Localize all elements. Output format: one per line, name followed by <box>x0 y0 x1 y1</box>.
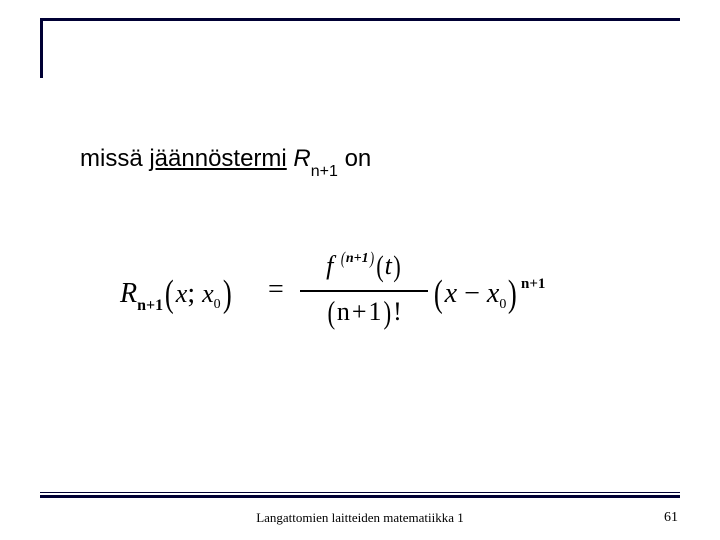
lhs-x: x <box>176 279 188 308</box>
equation-lhs: Rn+1(x; x0) <box>120 268 233 312</box>
equation: Rn+1(x; x0) = f (n+1)(t) (n+1)! (x − x0)… <box>120 248 640 328</box>
intro-suffix: on <box>338 145 371 172</box>
lhs-sep: ; <box>187 278 195 309</box>
lhs-sub: n+1 <box>137 297 163 314</box>
lhs-x0: x <box>202 279 214 308</box>
intro-prefix: missä <box>80 145 149 172</box>
num-t-pl: ( <box>376 250 384 284</box>
den-one: 1 <box>369 297 382 326</box>
num-sup-pl: ( <box>341 241 345 275</box>
tail-exp: n+1 <box>521 276 545 292</box>
lhs-paren-r: ) <box>223 272 232 316</box>
fraction-denominator: (n+1)! <box>300 293 428 328</box>
tail-x: x <box>445 278 457 309</box>
den-pr: ) <box>383 296 391 328</box>
bottom-border <box>40 492 680 498</box>
fraction-bar <box>300 290 428 292</box>
top-border-vertical <box>40 18 43 78</box>
equation-equals: = <box>268 274 284 306</box>
equation-fraction: f (n+1)(t) (n+1)! <box>300 248 428 328</box>
intro-sub-nplus1: n+1 <box>311 163 338 180</box>
den-pl: ( <box>328 296 336 328</box>
den-plus: + <box>350 297 369 326</box>
den-factorial: ! <box>392 297 402 326</box>
lhs-R: R <box>120 278 137 309</box>
intro-underlined-term: jäännöstermi <box>149 145 286 172</box>
fraction-numerator: f (n+1)(t) <box>300 248 428 288</box>
lhs-x0-sub: 0 <box>214 297 221 312</box>
num-t-pr: ) <box>393 250 401 284</box>
footer-text: Langattomien laitteiden matematiikka 1 <box>0 510 720 526</box>
slide: missä jäännöstermi Rn+1 on Rn+1(x; x0) =… <box>0 0 720 540</box>
tail-x0: x <box>487 278 499 309</box>
num-sup-inner: n+1 <box>346 251 369 266</box>
top-border-horizontal <box>40 18 680 21</box>
tail-pl: ( <box>434 272 443 316</box>
num-sup-pr: ) <box>370 241 374 275</box>
equation-tail: (x − x0)n+1 <box>432 268 543 312</box>
den-n: n <box>337 297 350 326</box>
intro-var-R: R <box>293 145 310 172</box>
num-sup: (n+1) <box>340 251 375 266</box>
tail-pr: ) <box>508 272 517 316</box>
num-t: t <box>385 251 392 280</box>
num-f: f <box>326 251 333 280</box>
lhs-paren-l: ( <box>165 272 174 316</box>
intro-text: missä jäännöstermi Rn+1 on <box>80 145 371 177</box>
tail-x0-sub: 0 <box>499 297 506 312</box>
tail-minus: − <box>457 278 487 309</box>
page-number: 61 <box>664 510 678 526</box>
